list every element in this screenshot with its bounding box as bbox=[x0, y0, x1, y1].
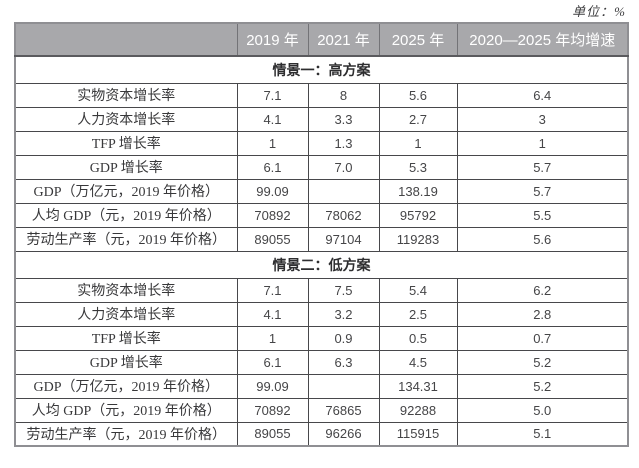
cell-value: 5.4 bbox=[378, 277, 458, 303]
cell-value: 6.1 bbox=[236, 154, 309, 180]
cell-value: 1 bbox=[456, 130, 629, 156]
section-title-row: 情景一：高方案 bbox=[14, 55, 629, 84]
cell-value: 89055 bbox=[236, 226, 309, 252]
section1-title: 情景一：高方案 bbox=[14, 55, 629, 84]
table-row: 人力资本增长率 4.1 3.3 2.7 3 bbox=[14, 106, 629, 132]
table-row: GDP 增长率 6.1 7.0 5.3 5.7 bbox=[14, 154, 629, 180]
cell-value: 5.7 bbox=[456, 178, 629, 204]
table-row: 人均 GDP（元，2019 年价格） 70892 78062 95792 5.5 bbox=[14, 202, 629, 228]
cell-value: 5.6 bbox=[378, 82, 458, 108]
cell-value: 70892 bbox=[236, 202, 309, 228]
header-cell-2019: 2019 年 bbox=[236, 22, 309, 57]
cell-value: 70892 bbox=[236, 397, 309, 423]
row-label: 人力资本增长率 bbox=[14, 301, 238, 327]
section-title-row: 情景二：低方案 bbox=[14, 250, 629, 279]
table-row: GDP 增长率 6.1 6.3 4.5 5.2 bbox=[14, 349, 629, 375]
row-label: TFP 增长率 bbox=[14, 130, 238, 156]
table-row: 劳动生产率（元，2019 年价格） 89055 96266 115915 5.1 bbox=[14, 421, 629, 447]
row-label: TFP 增长率 bbox=[14, 325, 238, 351]
cell-value: 78062 bbox=[307, 202, 380, 228]
cell-value: 0.9 bbox=[307, 325, 380, 351]
cell-value: 5.5 bbox=[456, 202, 629, 228]
cell-value: 5.7 bbox=[456, 154, 629, 180]
cell-value: 89055 bbox=[236, 421, 309, 447]
table-row: 人均 GDP（元，2019 年价格） 70892 76865 92288 5.0 bbox=[14, 397, 629, 423]
cell-value: 1 bbox=[236, 130, 309, 156]
row-label: 实物资本增长率 bbox=[14, 277, 238, 303]
cell-value: 4.5 bbox=[378, 349, 458, 375]
table-row: 人力资本增长率 4.1 3.2 2.5 2.8 bbox=[14, 301, 629, 327]
row-label: GDP（万亿元，2019 年价格） bbox=[14, 178, 238, 204]
cell-value: 1 bbox=[378, 130, 458, 156]
cell-value bbox=[307, 373, 380, 399]
unit-label: 单位：% bbox=[572, 4, 626, 19]
cell-value: 99.09 bbox=[236, 373, 309, 399]
table-row: 实物资本增长率 7.1 7.5 5.4 6.2 bbox=[14, 277, 629, 303]
cell-value: 99.09 bbox=[236, 178, 309, 204]
row-label: 劳动生产率（元，2019 年价格） bbox=[14, 421, 238, 447]
cell-value: 115915 bbox=[378, 421, 458, 447]
cell-value: 3 bbox=[456, 106, 629, 132]
table-header-row: 2019 年 2021 年 2025 年 2020—2025 年均增速 bbox=[14, 22, 629, 57]
cell-value: 134.31 bbox=[378, 373, 458, 399]
section2-title: 情景二：低方案 bbox=[14, 250, 629, 279]
header-cell-2021: 2021 年 bbox=[307, 22, 380, 57]
cell-value: 7.1 bbox=[236, 277, 309, 303]
table-row: GDP（万亿元，2019 年价格） 99.09 134.31 5.2 bbox=[14, 373, 629, 399]
cell-value: 0.7 bbox=[456, 325, 629, 351]
cell-value bbox=[307, 178, 380, 204]
cell-value: 1.3 bbox=[307, 130, 380, 156]
cell-value: 3.2 bbox=[307, 301, 380, 327]
cell-value: 92288 bbox=[378, 397, 458, 423]
cell-value: 4.1 bbox=[236, 301, 309, 327]
cell-value: 7.1 bbox=[236, 82, 309, 108]
cell-value: 5.2 bbox=[456, 349, 629, 375]
cell-value: 119283 bbox=[378, 226, 458, 252]
cell-value: 138.19 bbox=[378, 178, 458, 204]
row-label: 劳动生产率（元，2019 年价格） bbox=[14, 226, 238, 252]
cell-value: 95792 bbox=[378, 202, 458, 228]
row-label: GDP 增长率 bbox=[14, 154, 238, 180]
cell-value: 7.0 bbox=[307, 154, 380, 180]
cell-value: 5.6 bbox=[456, 226, 629, 252]
row-label: GDP（万亿元，2019 年价格） bbox=[14, 373, 238, 399]
cell-value: 7.5 bbox=[307, 277, 380, 303]
cell-value: 5.0 bbox=[456, 397, 629, 423]
cell-value: 1 bbox=[236, 325, 309, 351]
table-row: 实物资本增长率 7.1 8 5.6 6.4 bbox=[14, 82, 629, 108]
cell-value: 0.5 bbox=[378, 325, 458, 351]
cell-value: 96266 bbox=[307, 421, 380, 447]
row-label: 人力资本增长率 bbox=[14, 106, 238, 132]
table-row: TFP 增长率 1 0.9 0.5 0.7 bbox=[14, 325, 629, 351]
cell-value: 5.2 bbox=[456, 373, 629, 399]
row-label: 人均 GDP（元，2019 年价格） bbox=[14, 397, 238, 423]
row-label: GDP 增长率 bbox=[14, 349, 238, 375]
table-row: GDP（万亿元，2019 年价格） 99.09 138.19 5.7 bbox=[14, 178, 629, 204]
cell-value: 6.4 bbox=[456, 82, 629, 108]
row-label: 人均 GDP（元，2019 年价格） bbox=[14, 202, 238, 228]
table-row: 劳动生产率（元，2019 年价格） 89055 97104 119283 5.6 bbox=[14, 226, 629, 252]
header-cell-2025: 2025 年 bbox=[378, 22, 458, 57]
header-cell-avg-growth: 2020—2025 年均增速 bbox=[456, 22, 629, 57]
cell-value: 97104 bbox=[307, 226, 380, 252]
cell-value: 2.8 bbox=[456, 301, 629, 327]
cell-value: 4.1 bbox=[236, 106, 309, 132]
cell-value: 2.5 bbox=[378, 301, 458, 327]
cell-value: 6.2 bbox=[456, 277, 629, 303]
cell-value: 8 bbox=[307, 82, 380, 108]
header-cell-empty bbox=[14, 22, 238, 57]
cell-value: 5.3 bbox=[378, 154, 458, 180]
scenario-data-table: 2019 年 2021 年 2025 年 2020—2025 年均增速 情景一：… bbox=[14, 22, 629, 447]
table-row: TFP 增长率 1 1.3 1 1 bbox=[14, 130, 629, 156]
cell-value: 2.7 bbox=[378, 106, 458, 132]
cell-value: 5.1 bbox=[456, 421, 629, 447]
cell-value: 3.3 bbox=[307, 106, 380, 132]
row-label: 实物资本增长率 bbox=[14, 82, 238, 108]
cell-value: 6.3 bbox=[307, 349, 380, 375]
cell-value: 6.1 bbox=[236, 349, 309, 375]
cell-value: 76865 bbox=[307, 397, 380, 423]
